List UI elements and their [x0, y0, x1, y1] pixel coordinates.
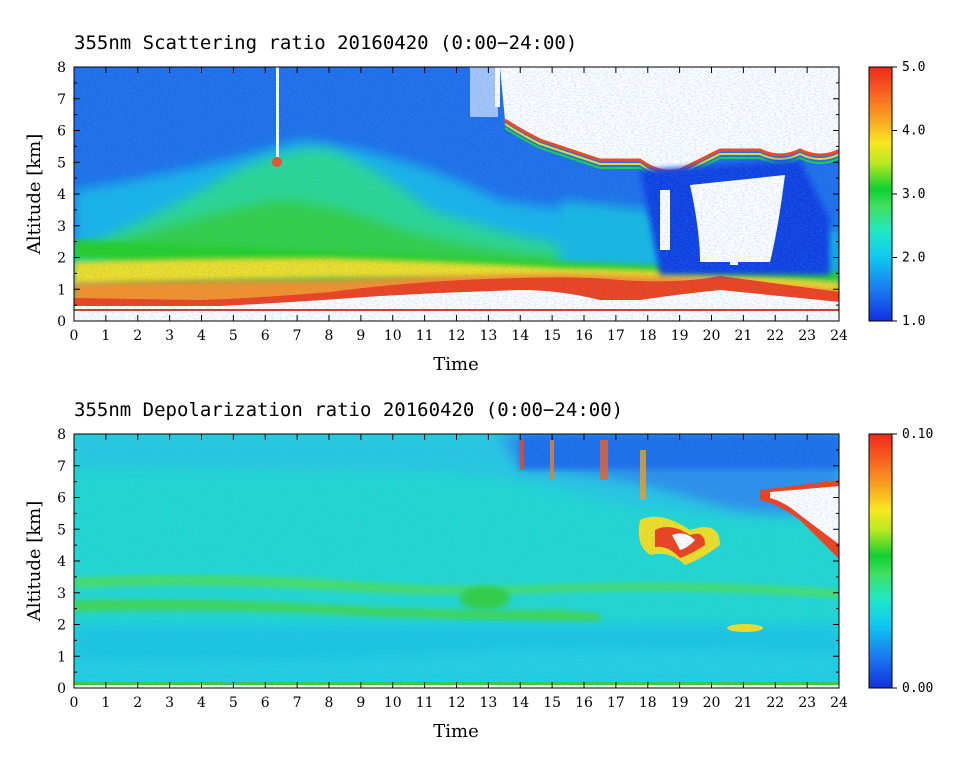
- x-tick-label: 0: [70, 695, 79, 711]
- colorbar-tick-label: 4.0: [902, 124, 925, 139]
- y-tick-label: 0: [57, 681, 66, 697]
- x-tick-label: 11: [416, 695, 434, 711]
- x-tick-label: 5: [229, 695, 238, 711]
- x-tick-label: 12: [448, 328, 466, 344]
- x-tick-label: 24: [830, 328, 848, 344]
- y-tick-label: 6: [57, 124, 66, 140]
- x-tick-label: 16: [575, 695, 593, 711]
- x-tick-label: 12: [448, 695, 466, 711]
- y-tick-label: 8: [57, 427, 66, 443]
- x-tick-label: 5: [229, 328, 238, 344]
- scattering-ratio-panel: 355nm Scattering ratio 20160420 (0:00−24…: [24, 32, 925, 375]
- colorbar-tick-label: 1.0: [902, 314, 925, 329]
- x-tick-label: 16: [575, 328, 593, 344]
- x-tick-label: 2: [133, 695, 142, 711]
- y-tick-label: 8: [57, 60, 66, 76]
- scattering-ratio-colorbar-ticks: 1.0 2.0 3.0 4.0 5.0: [892, 60, 925, 329]
- y-tick-label: 2: [57, 618, 66, 634]
- x-tick-label: 11: [416, 328, 434, 344]
- x-tick-label: 8: [325, 328, 334, 344]
- x-tick-label: 10: [384, 695, 402, 711]
- depolarization-ratio-x-label: Time: [433, 721, 478, 742]
- x-tick-label: 4: [197, 695, 206, 711]
- x-tick-label: 4: [197, 328, 206, 344]
- x-tick-label: 8: [325, 695, 334, 711]
- x-tick-label: 19: [671, 328, 689, 344]
- x-tick-label: 21: [734, 695, 752, 711]
- x-tick-label: 23: [798, 328, 816, 344]
- scattering-ratio-heatmap: [74, 67, 839, 321]
- x-tick-label: 23: [798, 695, 816, 711]
- y-tick-label: 2: [57, 251, 66, 267]
- x-tick-label: 13: [479, 695, 497, 711]
- x-tick-label: 14: [511, 695, 529, 711]
- x-tick-label: 0: [70, 328, 79, 344]
- x-tick-label: 9: [356, 328, 365, 344]
- y-tick-label: 3: [57, 219, 66, 235]
- x-tick-label: 6: [261, 328, 270, 344]
- x-tick-label: 18: [639, 328, 657, 344]
- colorbar-tick-label: 3.0: [902, 187, 925, 202]
- y-tick-label: 7: [57, 459, 66, 475]
- depolarization-ratio-colorbar-ticks: 0.00 0.10: [892, 427, 933, 696]
- x-tick-label: 19: [671, 695, 689, 711]
- x-tick-label: 17: [607, 328, 625, 344]
- y-tick-label: 1: [57, 649, 66, 665]
- x-tick-label: 17: [607, 695, 625, 711]
- depolarization-ratio-colorbar: [868, 433, 893, 689]
- depolarization-ratio-y-ticks: 0 1 2 3 4 5 6 7 8: [57, 427, 839, 697]
- scattering-ratio-colorbar: [868, 66, 893, 322]
- y-tick-label: 3: [57, 586, 66, 602]
- x-tick-label: 15: [543, 328, 561, 344]
- x-tick-label: 13: [479, 328, 497, 344]
- x-tick-label: 21: [734, 328, 752, 344]
- x-tick-label: 7: [293, 695, 302, 711]
- x-tick-label: 15: [543, 695, 561, 711]
- x-tick-label: 3: [165, 328, 174, 344]
- scattering-ratio-x-ticks: 0 1 2 3 4 5 6 7 8 9 10 11 12 13 14 15 16 17 18 19 20 21 22 23 24: [70, 67, 848, 344]
- x-tick-label: 18: [639, 695, 657, 711]
- y-tick-label: 5: [57, 155, 66, 171]
- y-tick-label: 4: [57, 554, 66, 570]
- depolarization-ratio-panel: 355nm Depolarization ratio 20160420 (0:0…: [24, 399, 933, 742]
- depolarization-ratio-y-label: Altitude [km]: [24, 501, 45, 623]
- x-tick-label: 2: [133, 328, 142, 344]
- x-tick-label: 14: [511, 328, 529, 344]
- x-tick-label: 7: [293, 328, 302, 344]
- colorbar-tick-label: 0.10: [902, 427, 933, 442]
- scattering-ratio-title: 355nm Scattering ratio 20160420 (0:00−24…: [74, 32, 577, 54]
- depolarization-ratio-heatmap: [74, 434, 839, 688]
- x-tick-label: 1: [101, 328, 110, 344]
- scattering-ratio-x-label: Time: [433, 354, 478, 375]
- x-tick-label: 22: [766, 328, 784, 344]
- depolarization-ratio-title: 355nm Depolarization ratio 20160420 (0:0…: [74, 399, 623, 421]
- x-tick-label: 9: [356, 695, 365, 711]
- x-tick-label: 1: [101, 695, 110, 711]
- y-tick-label: 4: [57, 187, 66, 203]
- x-tick-label: 3: [165, 695, 174, 711]
- x-tick-label: 10: [384, 328, 402, 344]
- x-tick-label: 20: [703, 328, 721, 344]
- y-tick-label: 1: [57, 282, 66, 298]
- colorbar-tick-label: 5.0: [902, 60, 925, 75]
- scattering-ratio-y-ticks: 0 1 2 3 4 5 6 7 8: [57, 60, 839, 330]
- x-tick-label: 6: [261, 695, 270, 711]
- depolarization-ratio-x-ticks: 0 1 2 3 4 5 6 7 8 9 10 11 12 13 14 15 16 17 18 19 20 21 22 23 24: [70, 434, 848, 711]
- y-tick-label: 0: [57, 314, 66, 330]
- x-tick-label: 20: [703, 695, 721, 711]
- colorbar-tick-label: 0.00: [902, 681, 933, 696]
- y-tick-label: 6: [57, 491, 66, 507]
- x-tick-label: 24: [830, 695, 848, 711]
- x-tick-label: 22: [766, 695, 784, 711]
- colorbar-tick-label: 2.0: [902, 251, 925, 266]
- scattering-ratio-y-label: Altitude [km]: [24, 134, 45, 256]
- y-tick-label: 5: [57, 522, 66, 538]
- y-tick-label: 7: [57, 92, 66, 108]
